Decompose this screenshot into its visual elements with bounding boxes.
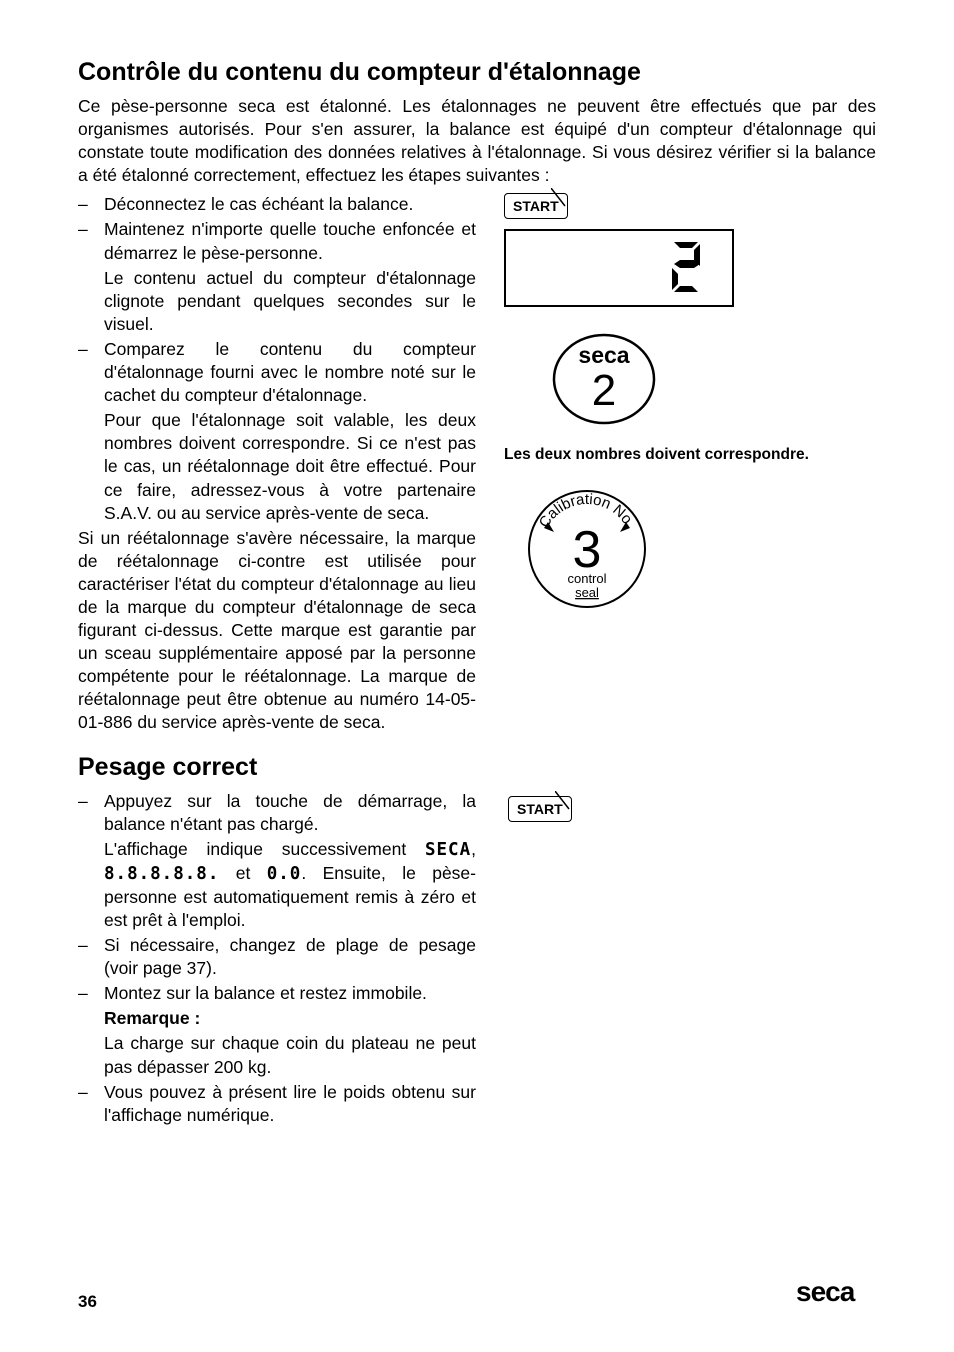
s1-bullet1: Déconnectez le cas échéant la balance.: [78, 193, 476, 216]
start-action-line-icon-2: [555, 791, 575, 813]
seg-seca: SECA: [425, 840, 471, 860]
s2-bullet2: Si nécessaire, changez de plage de pesag…: [78, 934, 476, 980]
section1-list-b: Comparez le contenu du compteur d'étalon…: [78, 338, 476, 407]
seca-stamp: seca 2: [549, 329, 876, 434]
s1-body: Si un réétalonnage s'avère nécessaire, l…: [78, 527, 476, 735]
s2-bullet1: Appuyez sur la touche de démarrage, la b…: [78, 790, 476, 836]
section2-list: Appuyez sur la touche de démarrage, la b…: [78, 790, 476, 836]
s2-bullet3: Montez sur la balance et restez immobile…: [78, 982, 476, 1005]
page-footer: 36 seca: [78, 1277, 876, 1312]
s2-remark: La charge sur chaque coin du plateau ne …: [78, 1032, 476, 1078]
section2-columns: Appuyez sur la touche de démarrage, la b…: [78, 790, 876, 1129]
section1-right: START seca 2 Les deux nom: [504, 193, 876, 734]
section2-right: START: [508, 796, 876, 1129]
s2-bullet1-sub: L'affichage indique successivement SECA,…: [78, 838, 476, 932]
section1-left: Déconnectez le cas échéant la balance. M…: [78, 193, 476, 734]
section1-intro: Ce pèse-personne seca est étalonné. Les …: [78, 95, 876, 187]
s2-sub-a: L'affichage indique successivement: [104, 839, 425, 859]
section2-heading: Pesage correct: [78, 753, 876, 782]
stamp-brand-text: seca: [578, 342, 629, 368]
seg-00: 0.0: [267, 864, 302, 884]
s2-remark-label: Remarque :: [78, 1007, 476, 1030]
section1-columns: Déconnectez le cas échéant la balance. M…: [78, 193, 876, 734]
section2-list-c: Vous pouvez à présent lire le poids obte…: [78, 1081, 476, 1127]
page-number: 36: [78, 1292, 97, 1312]
s1-bullet3: Comparez le contenu du compteur d'étalon…: [78, 338, 476, 407]
s1-bullet3-sub: Pour que l'étalonnage soit valable, les …: [78, 409, 476, 524]
stamp-number-text: 2: [592, 366, 616, 415]
s2-bullet4: Vous pouvez à présent lire le poids obte…: [78, 1081, 476, 1127]
cal-seal: seal: [575, 585, 599, 600]
section1-heading: Contrôle du contenu du compteur d'étalon…: [78, 58, 876, 87]
start-button-icon-2: START: [508, 796, 572, 822]
s1-bullet2: Maintenez n'importe quelle touche enfonc…: [78, 218, 476, 264]
s2-mid2: et: [219, 863, 266, 883]
s1-bullet2-sub: Le contenu actuel du compteur d'étalonna…: [78, 267, 476, 336]
start-action-line-icon: [551, 188, 571, 210]
seven-segment-2-icon: [668, 240, 708, 296]
seca-logo: seca: [796, 1277, 876, 1312]
calibration-stamp: Calibration No. 3 control seal: [512, 474, 876, 629]
section2-left: Appuyez sur la touche de démarrage, la b…: [78, 790, 476, 1129]
s2-mid1: ,: [471, 839, 476, 859]
section1-caption: Les deux nombres doivent correspondre.: [504, 446, 876, 464]
svg-text:seca: seca: [796, 1277, 856, 1307]
display-panel: [504, 229, 734, 307]
section2-list-b: Si nécessaire, changez de plage de pesag…: [78, 934, 476, 1005]
section1-list: Déconnectez le cas échéant la balance. M…: [78, 193, 476, 264]
cal-control: control: [567, 571, 606, 586]
start-button-icon: START: [504, 193, 568, 219]
seg-88888: 8.8.8.8.8.: [104, 864, 219, 884]
